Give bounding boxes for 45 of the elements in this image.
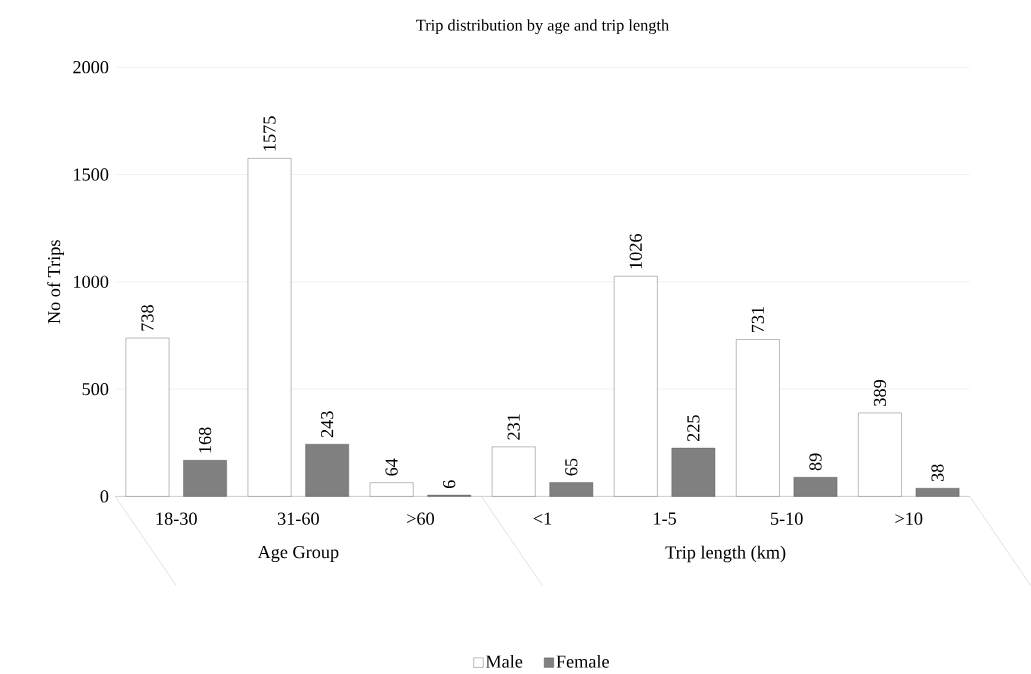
y-tick-label: 500 xyxy=(82,382,109,396)
legend-label: Female xyxy=(556,654,609,668)
data-label: 168 xyxy=(198,427,212,453)
chart-title: Trip distribution by age and trip length xyxy=(416,19,669,34)
data-label: 243 xyxy=(321,411,334,438)
bar xyxy=(793,477,838,497)
y-axis-title: No of Trips xyxy=(47,240,64,324)
data-label: 6 xyxy=(443,480,456,488)
text: Trip length (km) xyxy=(665,545,786,563)
x-tick-label: 5-10 xyxy=(771,512,803,525)
bar xyxy=(915,487,960,497)
bar xyxy=(247,158,292,497)
bar xyxy=(613,275,658,497)
data-label: 1026 xyxy=(629,233,642,269)
data-label: 389 xyxy=(873,379,887,406)
bar xyxy=(305,443,349,497)
y-tick-label: 1000 xyxy=(74,275,109,288)
y-tick-label: 1500 xyxy=(74,168,109,181)
data-label: 225 xyxy=(687,415,700,441)
data-label: 231 xyxy=(507,414,520,440)
bar xyxy=(183,460,227,497)
data-label: 38 xyxy=(931,464,944,482)
data-label: 1575 xyxy=(263,116,276,151)
bar xyxy=(369,482,414,497)
y-tick-label: 2000 xyxy=(73,60,109,74)
data-label: 64 xyxy=(385,458,398,476)
data-label: 89 xyxy=(809,453,822,471)
data-label: 65 xyxy=(565,458,578,476)
x-tick-label: 31-60 xyxy=(277,512,319,525)
bar xyxy=(125,337,170,497)
x-tick-label: <1 xyxy=(533,512,552,525)
x-tick-label: >60 xyxy=(407,512,434,525)
y-tick-label: 0 xyxy=(100,490,109,503)
x-tick-label: 1-5 xyxy=(654,512,677,525)
bar xyxy=(736,339,780,497)
bar xyxy=(671,447,716,497)
bar xyxy=(549,482,594,497)
bar xyxy=(858,412,902,497)
data-label: 738 xyxy=(141,305,154,331)
data-label: 731 xyxy=(751,306,764,332)
text: Age Group xyxy=(257,545,339,562)
bar xyxy=(491,446,536,497)
x-tick-label: 18-30 xyxy=(156,512,197,525)
x-tick-label: >10 xyxy=(895,512,923,525)
legend-label: Male xyxy=(485,654,523,668)
